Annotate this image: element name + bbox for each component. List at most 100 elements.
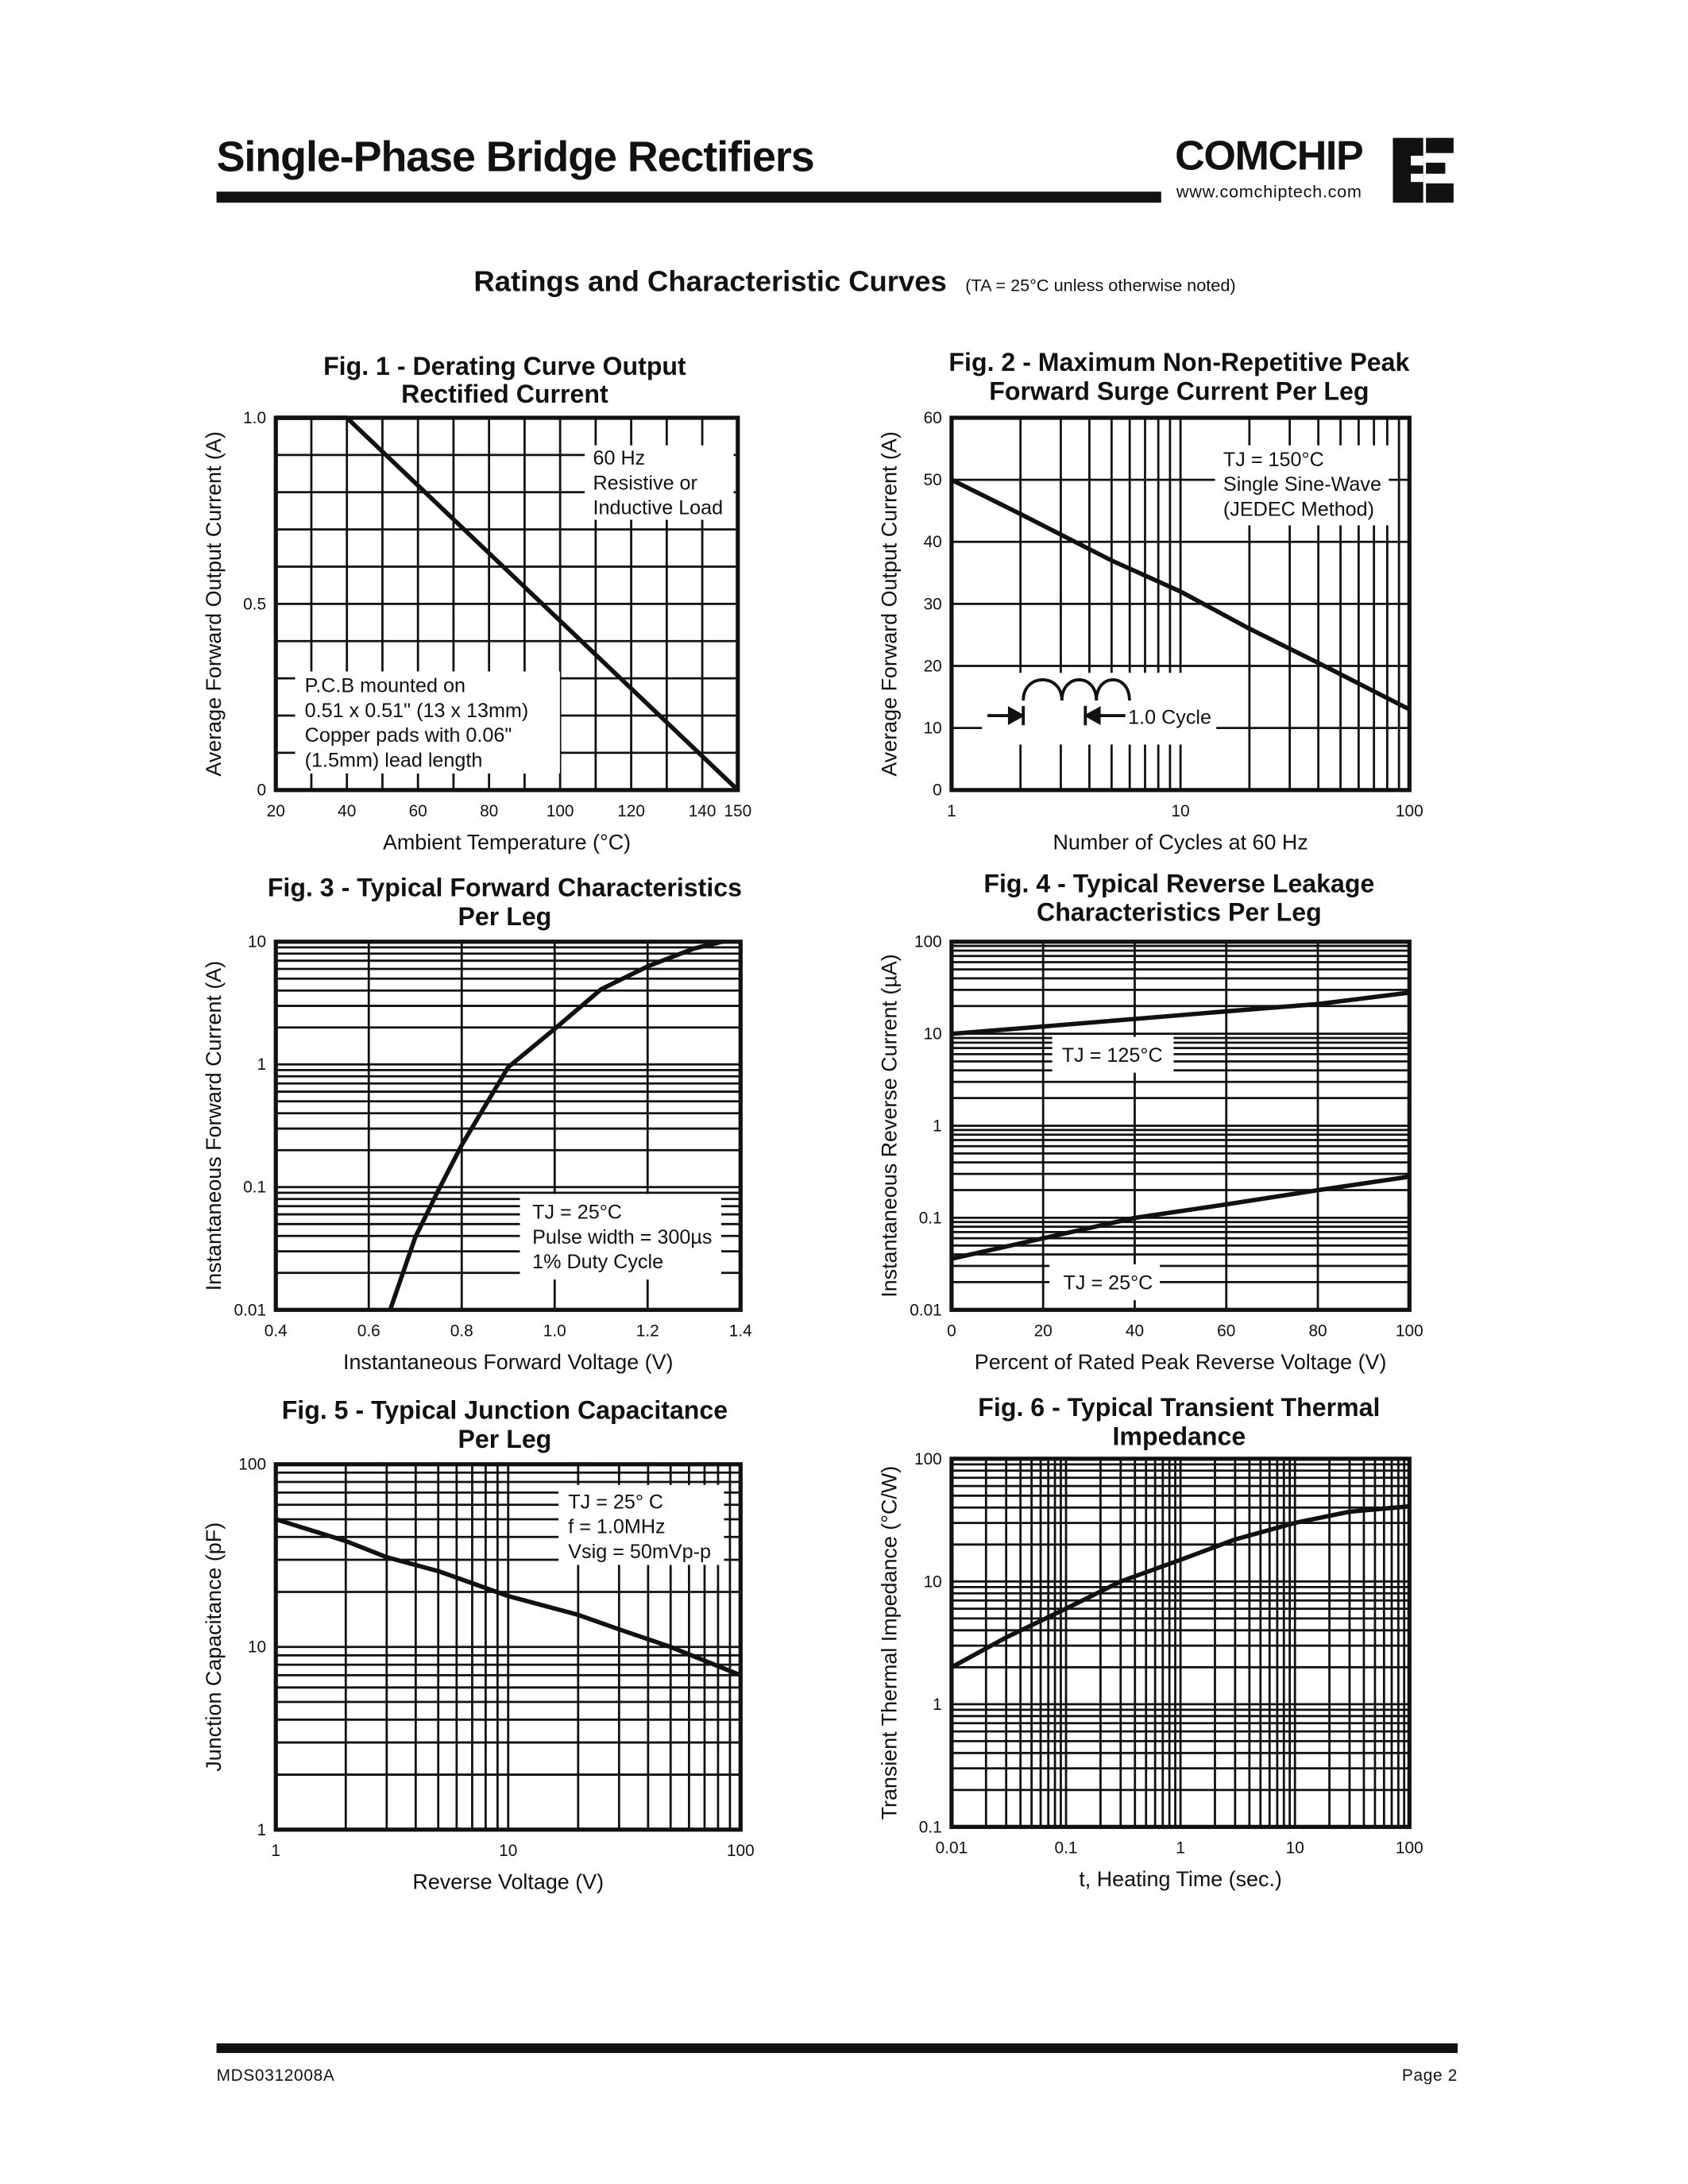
y-tick-label: 0: [933, 781, 942, 800]
x-axis-label: Ambient Temperature (°C): [383, 830, 631, 854]
y-tick-label: 0.5: [243, 595, 266, 613]
x-tick-label: 1.2: [636, 1322, 659, 1340]
x-tick-label: 0: [947, 1322, 956, 1340]
x-tick-label: 20: [1034, 1322, 1053, 1340]
brand-logo-icon: [1393, 137, 1454, 203]
annotation-text: 1.0 Cycle: [1128, 706, 1211, 728]
x-tick-label: 1.4: [729, 1322, 752, 1340]
y-axis-label: Average Forward Output Current (A): [202, 431, 226, 776]
x-tick-label: 10: [1286, 1839, 1304, 1857]
x-tick-label: 0.4: [265, 1322, 288, 1340]
data-series-line-1: [950, 1503, 1410, 1669]
plot-frame: [273, 415, 740, 793]
x-tick-label: 10: [499, 1842, 517, 1860]
x-tick-label: 0.01: [936, 1839, 968, 1857]
arrow-right-head-icon: [1007, 706, 1026, 725]
y-tick-label: 20: [924, 657, 942, 675]
annotation-mask: [1215, 445, 1389, 526]
plot-frame: [949, 1457, 1412, 1829]
x-tick-label: 40: [1126, 1322, 1144, 1340]
document-number: MDS0312008A: [217, 2066, 335, 2085]
x-tick-label: 80: [1308, 1322, 1327, 1340]
y-tick-label: 100: [914, 1450, 942, 1468]
plot-frame: [273, 1462, 743, 1832]
annotation-text: 0.51 x 0.51" (13 x 13mm): [305, 700, 529, 722]
y-tick-label: 0.1: [919, 1818, 942, 1836]
y-axis-label: Average Forward Output Current (A): [877, 431, 901, 776]
x-axis-label: Instantaneous Forward Voltage (V): [343, 1350, 674, 1374]
annotation-text: Copper pads with 0.06": [305, 724, 512, 747]
y-tick-label: 0.01: [910, 1301, 942, 1319]
x-tick-label: 100: [1396, 802, 1423, 820]
annotation-text: (1.5mm) lead length: [305, 749, 483, 771]
annotation-mask: [295, 671, 560, 774]
y-tick-label: 1.0: [243, 409, 266, 427]
figure-title: Fig. 5 - Typical Junction Capacitance: [282, 1395, 728, 1424]
x-tick-label: 140: [689, 802, 717, 820]
y-tick-label: 50: [924, 471, 942, 489]
figure-4: Fig. 4 - Typical Reverse LeakageCharacte…: [877, 869, 1423, 1374]
annotation-text: TJ = 125°C: [1062, 1044, 1163, 1067]
y-tick-label: 10: [924, 1572, 942, 1591]
data-series-line-1: [276, 415, 740, 792]
data-series-line-2: [951, 1174, 1410, 1261]
x-tick-label: 120: [617, 802, 645, 820]
data-series-line-1: [950, 477, 1411, 712]
x-tick-label: 150: [724, 802, 751, 820]
x-tick-label: 10: [1172, 802, 1190, 820]
figure-title: Fig. 3 - Typical Forward Characteristics: [268, 873, 742, 901]
header-rule: [216, 191, 1161, 203]
annotation-mask: [1052, 1036, 1174, 1073]
page-number: Page 2: [1402, 2066, 1458, 2085]
figure-title: Per Leg: [458, 1425, 552, 1453]
y-tick-label: 0.1: [919, 1209, 942, 1227]
figure-6: Fig. 6 - Typical Transient ThermalImpeda…: [877, 1393, 1423, 1891]
y-tick-label: 10: [924, 1025, 942, 1044]
annotation-text: TJ = 25°C: [532, 1202, 622, 1224]
x-tick-label: 1.0: [543, 1322, 566, 1340]
y-tick-label: 0.1: [243, 1179, 266, 1197]
x-tick-label: 1: [271, 1842, 280, 1860]
y-tick-label: 0: [257, 781, 266, 800]
x-axis-label: t, Heating Time (sec.): [1079, 1867, 1282, 1891]
figure-title: Fig. 6 - Typical Transient Thermal: [978, 1393, 1380, 1422]
annotation-text: Inductive Load: [593, 497, 724, 519]
annotation-mask: [1049, 1264, 1161, 1301]
y-axis-label: Transient Thermal Impedance (°C/W): [877, 1466, 901, 1820]
x-axis-label: Percent of Rated Peak Reverse Voltage (V…: [975, 1350, 1387, 1374]
plot-frame: [949, 415, 1412, 793]
one-cycle-waveform-icon: [987, 678, 1131, 726]
section-heading: Ratings and Characteristic Curves: [473, 264, 946, 297]
x-tick-label: 100: [1396, 1839, 1423, 1857]
y-tick-label: 100: [914, 933, 942, 951]
figure-title: Rectified Current: [401, 380, 608, 408]
x-tick-label: 100: [547, 802, 574, 820]
figure-title: Fig. 1 - Derating Curve Output: [323, 352, 686, 380]
y-tick-label: 1: [257, 1055, 266, 1074]
section-heading-text: Ratings and Characteristic Curves: [473, 264, 946, 297]
sine-humps: [1022, 678, 1131, 701]
figure-3: Fig. 3 - Typical Forward Characteristics…: [202, 873, 752, 1373]
plot-frame: [273, 940, 743, 1312]
website-link[interactable]: www.comchiptech.com: [1176, 181, 1362, 201]
x-axis-label: Number of Cycles at 60 Hz: [1053, 830, 1308, 854]
section-note: (TA = 25°C unless otherwise noted): [965, 275, 1235, 295]
y-tick-label: 10: [248, 933, 266, 951]
y-tick-label: 60: [924, 409, 942, 427]
data-series-line-1: [275, 1517, 742, 1677]
y-tick-label: 1: [257, 1821, 266, 1839]
figure-title: Fig. 4 - Typical Reverse Leakage: [983, 869, 1374, 897]
charts-area: Fig. 1 - Derating Curve OutputRectified …: [202, 348, 1423, 1893]
annotation-text: (JEDEC Method): [1223, 498, 1374, 520]
y-tick-label: 10: [248, 1638, 266, 1657]
annotation-mask: [585, 445, 734, 520]
figure-title: Characteristics Per Leg: [1037, 898, 1322, 927]
figure-title: Impedance: [1113, 1422, 1246, 1450]
annotation-text: f = 1.0MHz: [568, 1516, 665, 1538]
x-tick-label: 60: [1217, 1322, 1235, 1340]
y-axis-label: Instantaneous Forward Current (A): [202, 961, 226, 1291]
x-tick-label: 100: [1396, 1322, 1423, 1340]
x-tick-label: 40: [338, 802, 356, 820]
y-axis-label: Instantaneous Reverse Current (µA): [877, 954, 901, 1298]
